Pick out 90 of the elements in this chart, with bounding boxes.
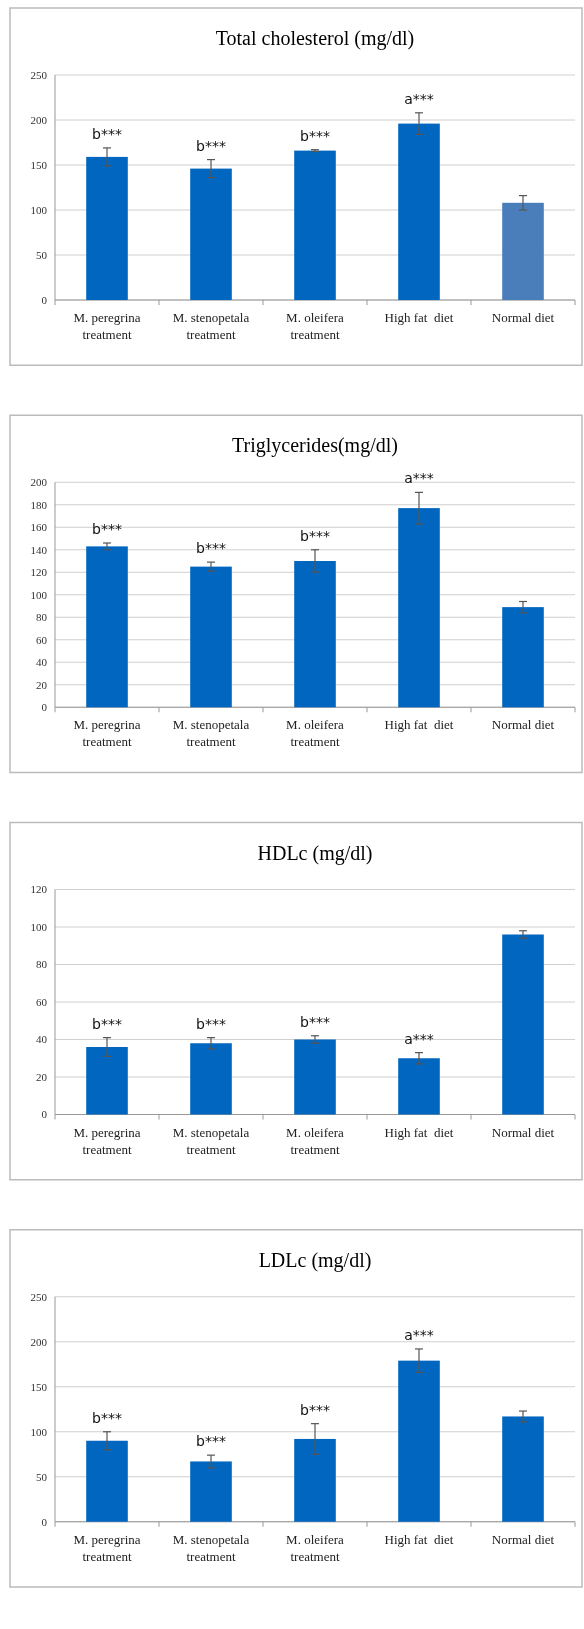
annotation: b*** [196, 137, 226, 154]
bar [294, 1039, 336, 1115]
y-tick-label: 80 [36, 611, 48, 624]
y-tick-label: 80 [36, 958, 48, 971]
annotation: b*** [300, 127, 330, 144]
y-tick-label: 120 [30, 566, 48, 579]
x-tick-label: M. oleifera treatment [286, 1124, 345, 1157]
annotation: b*** [196, 540, 226, 557]
x-tick-label: M. stenopetala treatment [172, 310, 250, 342]
y-tick-label: 60 [36, 633, 48, 646]
y-tick-label: 0 [41, 293, 48, 306]
x-tick-label: M. oleifera treatment [286, 310, 345, 342]
annotation: a*** [404, 90, 434, 107]
bar [398, 1058, 440, 1115]
y-tick-label: 100 [30, 920, 48, 933]
y-tick-label: 150 [30, 158, 48, 171]
y-tick-label: 160 [30, 521, 48, 534]
bar [502, 202, 544, 300]
y-tick-label: 100 [30, 203, 48, 216]
x-tick-label: M. peregrina treatment [73, 717, 141, 750]
x-tick-label: High fat diet [384, 310, 454, 325]
y-tick-label: 100 [30, 588, 48, 601]
y-tick-label: 180 [30, 498, 48, 511]
x-tick-label: M. peregrina treatment [73, 310, 141, 342]
y-tick-label: 50 [36, 248, 48, 261]
bar [398, 1360, 440, 1522]
y-tick-label: 200 [30, 113, 48, 126]
y-tick-label: 20 [36, 678, 48, 691]
annotation: b*** [92, 1015, 122, 1032]
y-tick-label: 120 [30, 883, 48, 896]
x-tick-label: M. oleifera treatment [286, 717, 345, 750]
x-tick-label: M. stenopetala treatment [172, 717, 250, 750]
annotation: b*** [300, 1401, 330, 1418]
chart-title: HDLc (mg/dl) [257, 841, 373, 865]
y-tick-label: 200 [30, 1335, 48, 1348]
y-tick-label: 50 [36, 1470, 48, 1483]
x-tick-label: High fat diet [384, 1124, 454, 1140]
x-tick-label: High fat diet [384, 717, 454, 733]
y-tick-label: 0 [41, 701, 48, 714]
x-tick-label: M. peregrina treatment [73, 1531, 141, 1564]
annotation: b*** [92, 1409, 122, 1426]
bar [190, 168, 232, 300]
bar [502, 607, 544, 708]
y-tick-label: 0 [41, 1515, 48, 1528]
chart-title: LDLc (mg/dl) [258, 1248, 372, 1272]
annotation: a*** [404, 1326, 434, 1343]
bar [502, 934, 544, 1115]
x-tick-label: M. stenopetala treatment [172, 1124, 250, 1157]
annotation: b*** [92, 125, 122, 142]
annotation: b*** [196, 1015, 226, 1032]
bar [398, 508, 440, 708]
bar [190, 1043, 232, 1115]
bar [294, 150, 336, 300]
y-tick-label: 140 [30, 543, 48, 556]
x-tick-label: M. oleifera treatment [286, 1531, 345, 1564]
y-tick-label: 250 [30, 1290, 48, 1303]
y-tick-label: 40 [36, 656, 48, 669]
y-tick-label: 250 [30, 68, 48, 81]
x-tick-label: M. peregrina treatment [73, 1124, 141, 1157]
annotation: b*** [196, 1433, 226, 1450]
annotation: a*** [404, 1030, 434, 1047]
x-tick-label: Normal diet [491, 310, 555, 325]
y-tick-label: 150 [30, 1380, 48, 1393]
bar [294, 561, 336, 708]
y-tick-label: 0 [41, 1108, 48, 1121]
x-tick-label: Normal diet [491, 717, 555, 733]
chart-title: Triglycerides(mg/dl) [232, 434, 398, 458]
bar [86, 546, 128, 708]
x-tick-label: Normal diet [491, 1531, 555, 1547]
annotation: b*** [92, 520, 122, 537]
y-tick-label: 60 [36, 995, 48, 1008]
y-tick-label: 100 [30, 1425, 48, 1438]
bar [294, 1438, 336, 1522]
bar [86, 1047, 128, 1115]
x-tick-label: M. stenopetala treatment [172, 1531, 250, 1564]
annotation: b*** [300, 1013, 330, 1030]
y-tick-label: 200 [30, 476, 48, 489]
bar [190, 566, 232, 708]
bar [86, 1440, 128, 1522]
annotation: b*** [300, 527, 330, 544]
x-tick-label: Normal diet [491, 1124, 555, 1140]
chart-title: Total cholesterol (mg/dl) [215, 27, 415, 50]
y-tick-label: 40 [36, 1033, 48, 1046]
y-tick-label: 20 [36, 1070, 48, 1083]
x-tick-label: High fat diet [384, 1531, 454, 1547]
bar [190, 1461, 232, 1522]
bar [398, 123, 440, 300]
bar [86, 156, 128, 300]
bar [502, 1416, 544, 1522]
annotation: a*** [404, 470, 434, 487]
